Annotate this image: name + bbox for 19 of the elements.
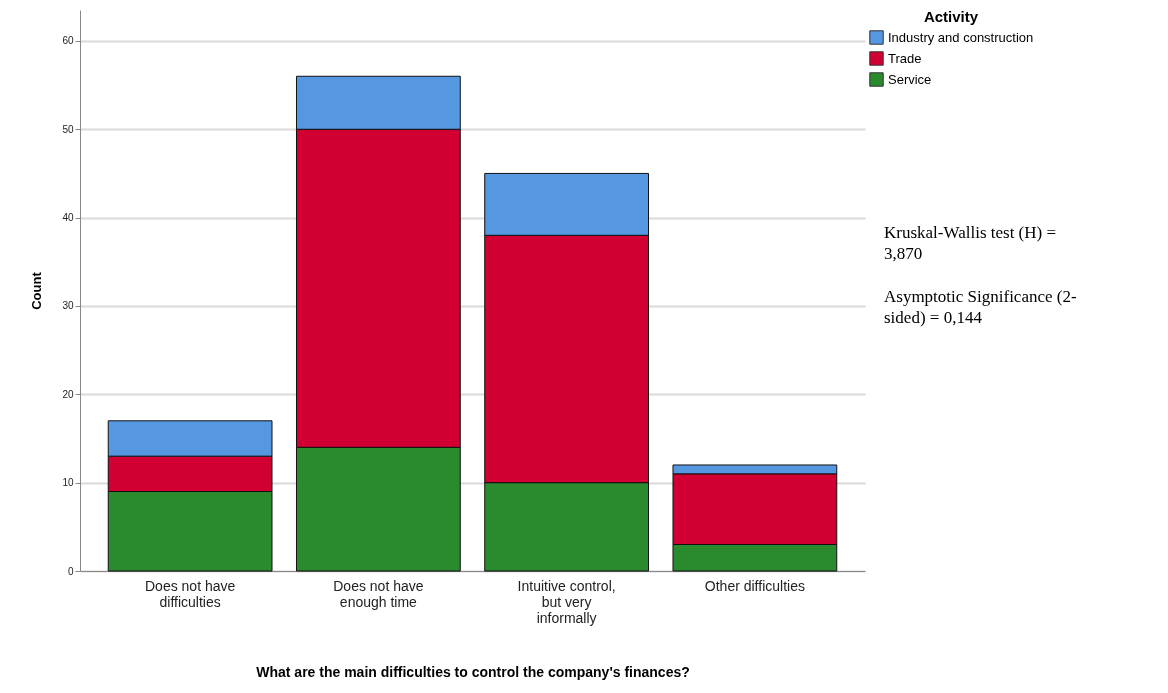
legend-label: Industry and construction [888,29,1034,45]
x-tick-label: Other difficulties [704,577,805,594]
legend-label: Trade [888,50,922,66]
x-tick-label: Intuitive control, but very informally [517,577,616,626]
legend-label: Service [888,71,932,87]
y-tick-label: 0 [67,565,74,577]
legend-title: Activity [923,8,979,25]
x-tick-label: Does not have enough time [333,577,424,610]
y-tick-label: 40 [62,212,74,224]
y-tick-label: 30 [62,300,74,312]
text: Kruskal-Wallis test (H) = 3,870 [884,222,1058,264]
x-tick-label: Does not have difficulties [144,577,236,610]
y-tick-label: 60 [62,35,74,47]
y-tick-label: 20 [62,388,74,400]
y-tick-label: 50 [62,123,74,135]
text: Asymptotic Significance (2-sided) = 0,144 [884,286,1078,328]
y-axis-title: Count [29,271,45,310]
x-axis-title: What are the main difficulties to control the company's finances? [256,663,690,680]
y-tick-label: 10 [62,477,74,489]
